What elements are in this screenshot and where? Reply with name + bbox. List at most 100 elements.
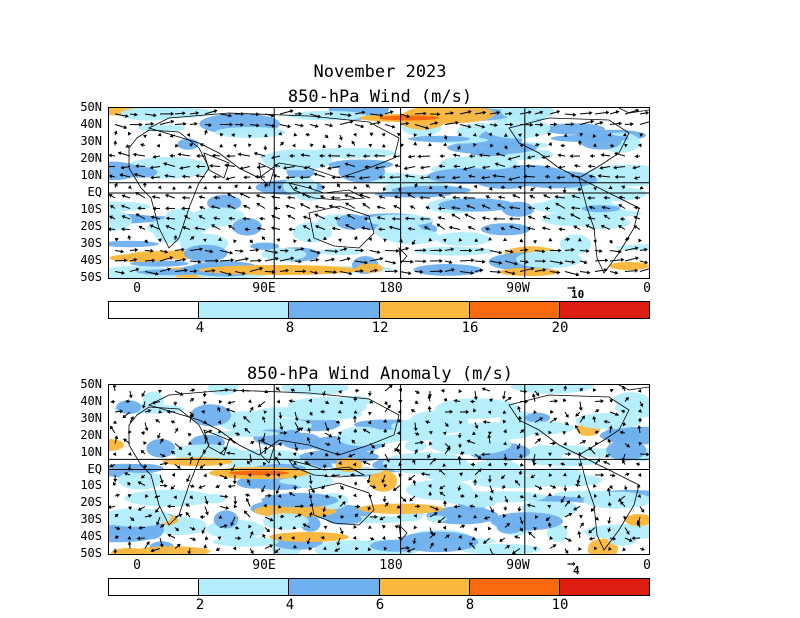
wind-arrowhead (503, 145, 508, 150)
wind-arrowhead (379, 256, 384, 261)
lat-label: 20N (80, 427, 102, 442)
wind-arrowhead (302, 215, 307, 220)
wind-arrowhead (637, 417, 643, 421)
wind-arrowhead (392, 260, 397, 265)
wind-arrowhead (637, 388, 642, 393)
wind-arrowhead (607, 528, 612, 533)
wind-arrowhead (201, 530, 206, 534)
wind-arrowhead (340, 485, 344, 490)
wind-arrowhead (307, 185, 312, 189)
lon-label: 90E (252, 558, 276, 573)
wind-arrowhead (127, 185, 132, 189)
wind-arrowhead (139, 122, 143, 127)
wind-arrowhead (181, 174, 186, 179)
wind-arrowhead (633, 205, 638, 210)
wind-arrowhead (512, 164, 516, 169)
wind-arrowhead (509, 205, 513, 210)
wind-arrowhead (282, 165, 287, 170)
wind-arrowhead (191, 526, 196, 531)
wind-arrowhead (577, 187, 582, 192)
wind-arrowhead (114, 182, 118, 187)
wind-arrowhead (224, 163, 228, 168)
lat-label: 10N (80, 168, 102, 182)
wind-arrowhead (544, 164, 549, 169)
wind-arrowhead (213, 195, 218, 200)
wind-arrowhead (112, 481, 117, 486)
wind-arrowhead (608, 425, 613, 429)
wind-arrowhead (510, 249, 514, 254)
wind-arrowhead (607, 438, 612, 443)
wind-arrowhead (427, 394, 432, 399)
wind-arrowhead (351, 140, 356, 145)
wind-arrowhead (308, 480, 313, 485)
wind-arrowhead (563, 525, 568, 530)
wind-arrowhead (628, 538, 633, 543)
wind-arrowhead (482, 419, 487, 425)
wind-arrowhead (240, 249, 244, 254)
wind-arrowhead (170, 119, 175, 124)
wind-arrowhead (230, 258, 235, 263)
shade-patch (515, 170, 598, 189)
wind-arrowhead (299, 203, 304, 207)
wind-arrowhead (532, 546, 537, 551)
wind-arrowhead (517, 508, 522, 512)
wind-arrow (639, 121, 649, 125)
wind-arrowhead (540, 122, 544, 127)
wind-arrowhead (461, 493, 465, 499)
wind-arrowhead (635, 108, 640, 113)
wind-arrowhead (300, 504, 305, 509)
wind-arrowhead (270, 226, 275, 231)
wind-arrowhead (397, 536, 402, 541)
lat-label: 50S (80, 270, 102, 284)
wind-arrowhead (494, 162, 499, 167)
shade-patch (299, 449, 379, 464)
wind-arrowhead (428, 142, 433, 147)
wind-arrowhead (603, 460, 608, 465)
wind-arrowhead (364, 260, 369, 265)
wind-arrowhead (202, 238, 207, 243)
wind-arrowhead (190, 397, 195, 402)
wind-arrowhead (122, 414, 127, 419)
lat-label: 50N (80, 377, 102, 391)
panel2-title: 850-hPa Wind Anomaly (m/s) (246, 364, 514, 384)
wind-arrowhead (469, 542, 473, 547)
wind-arrowhead (588, 205, 593, 210)
wind-arrowhead (394, 163, 399, 168)
wind-arrowhead (213, 109, 218, 114)
wind-arrowhead (473, 479, 478, 483)
wind-arrowhead (548, 141, 553, 146)
wind-arrowhead (135, 164, 139, 168)
wind-arrowhead (150, 215, 155, 220)
wind-arrowhead (257, 403, 262, 408)
wind-arrowhead (463, 195, 467, 201)
wind-arrowhead (622, 422, 627, 427)
wind-arrowhead (240, 388, 245, 393)
wind-arrowhead (533, 410, 537, 415)
wind-arrowhead (346, 153, 350, 158)
wind-arrowhead (157, 185, 162, 190)
wind-arrowhead (406, 114, 411, 118)
wind-arrowhead (439, 154, 443, 159)
wind-arrowhead (442, 463, 447, 467)
wind-arrowhead (488, 497, 493, 501)
wind-arrowhead (577, 494, 582, 498)
wind-arrowhead (119, 409, 124, 414)
wind-arrowhead (493, 216, 497, 221)
wind-arrowhead (273, 163, 278, 168)
lat-label: 20N (80, 151, 102, 165)
wind-arrowhead (343, 247, 348, 252)
wind-arrowhead (488, 132, 493, 137)
wind-arrowhead (532, 527, 538, 531)
wind-arrowhead (542, 215, 547, 220)
wind-arrowhead (519, 238, 524, 243)
lat-label: 50N (80, 100, 102, 114)
panel2-reference-vector: ⟶ 4 (568, 557, 580, 577)
wind-arrowhead (614, 270, 619, 275)
wind-arrowhead (484, 227, 489, 231)
wind-arrowhead (436, 223, 441, 228)
wind-arrowhead (600, 399, 604, 404)
wind-arrowhead (563, 385, 568, 389)
wind-arrowhead (458, 389, 463, 394)
wind-arrowhead (203, 473, 207, 478)
wind-arrowhead (290, 388, 295, 393)
